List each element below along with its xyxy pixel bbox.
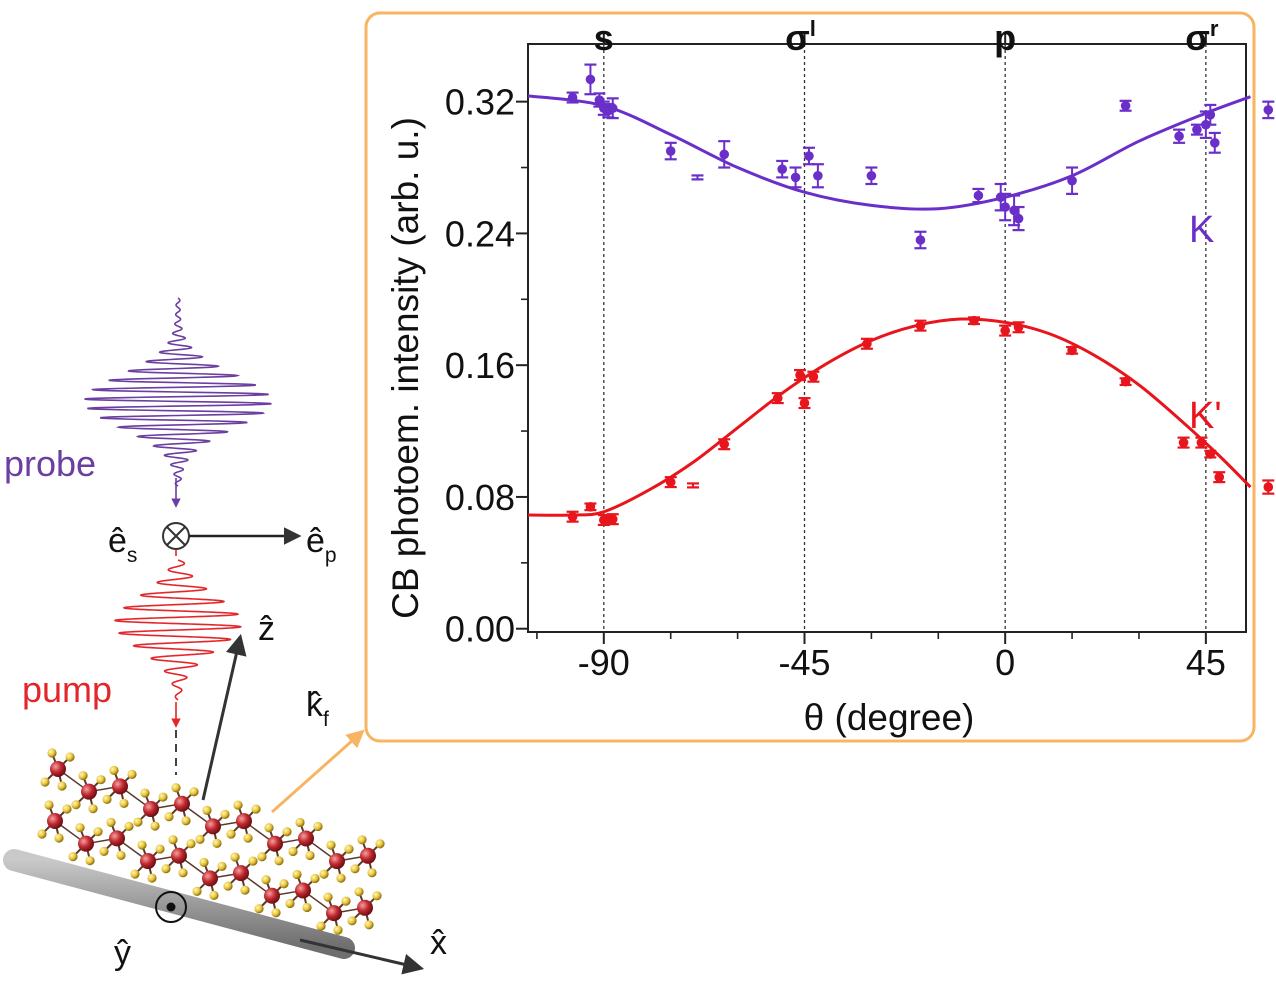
data-point-0-17 bbox=[999, 192, 1012, 222]
data-point-0-19 bbox=[1012, 205, 1025, 232]
schematic: probe pump ês êp ẑ k̂f x̂ ŷ bbox=[3, 297, 447, 975]
data-point-1-6 bbox=[687, 482, 700, 489]
fit-curve-1 bbox=[527, 317, 1252, 517]
data-point-1-7 bbox=[718, 438, 731, 451]
data-point-1-14 bbox=[967, 315, 980, 326]
polarization-label-1: σl bbox=[785, 16, 816, 58]
data-point-0-15 bbox=[972, 187, 985, 204]
es-label: ês bbox=[108, 522, 137, 567]
pump-pulse-waveform bbox=[114, 559, 243, 701]
y-axis-out-of-plane-symbol bbox=[155, 891, 187, 923]
series-label-K: K bbox=[1189, 209, 1214, 251]
data-point-1-0 bbox=[566, 510, 579, 523]
data-point-0-12 bbox=[811, 163, 824, 189]
data-point-0-27 bbox=[1262, 100, 1275, 120]
data-point-1-12 bbox=[860, 337, 873, 350]
data-point-1-21 bbox=[1204, 449, 1217, 459]
data-point-1-4 bbox=[606, 513, 619, 526]
x-tick-label-0: -90 bbox=[578, 642, 630, 683]
series-label-K-prime: K' bbox=[1189, 395, 1222, 437]
data-point-0-10 bbox=[789, 166, 802, 189]
x-tick-label-1: -45 bbox=[778, 642, 830, 683]
data-point-0-26 bbox=[1208, 131, 1221, 154]
y-tick-label-0: 0.00 bbox=[445, 609, 515, 650]
data-point-1-16 bbox=[1012, 321, 1025, 334]
data-point-1-23 bbox=[1262, 479, 1275, 495]
data-point-0-25 bbox=[1204, 103, 1217, 126]
data-point-0-6 bbox=[664, 141, 677, 161]
data-point-1-19 bbox=[1177, 436, 1190, 449]
polarization-guide-lines bbox=[603, 44, 1207, 632]
data-point-0-0 bbox=[566, 91, 579, 104]
data-point-0-7 bbox=[691, 174, 704, 181]
data-point-1-1 bbox=[584, 502, 597, 512]
data-point-0-13 bbox=[865, 166, 878, 186]
y-axis-label: CB photoem. intensity (arb. u.) bbox=[385, 117, 426, 619]
y-axis-ticks: 0.00 0.08 0.16 0.24 0.32 bbox=[445, 82, 528, 650]
data-point-0-9 bbox=[776, 159, 789, 179]
y-tick-label-2: 0.16 bbox=[445, 345, 515, 386]
pump-label: pump bbox=[22, 669, 112, 710]
data-point-1-11 bbox=[807, 370, 820, 383]
probe-label: probe bbox=[4, 443, 96, 484]
plot-area-frame bbox=[527, 43, 1247, 633]
data-point-0-14 bbox=[914, 230, 927, 250]
lattice-layer-0 bbox=[40, 748, 385, 883]
inset-pointer-arrow bbox=[271, 729, 365, 814]
data-point-1-13 bbox=[914, 319, 927, 332]
data-point-0-8 bbox=[718, 140, 731, 169]
ep-label: êp bbox=[306, 522, 337, 567]
data-point-0-5 bbox=[606, 97, 619, 120]
x-axis-arrow bbox=[299, 938, 425, 975]
y-tick-label-4: 0.32 bbox=[445, 82, 515, 123]
data-point-1-9 bbox=[794, 369, 807, 382]
y-tick-label-3: 0.24 bbox=[445, 213, 515, 254]
data-point-1-5 bbox=[664, 476, 677, 489]
data-point-0-1 bbox=[584, 63, 597, 96]
polarization-label-0: s bbox=[594, 17, 614, 58]
y-axis-label-schematic: ŷ bbox=[114, 934, 131, 972]
data-point-1-17 bbox=[1066, 345, 1079, 356]
x-axis-label-schematic: x̂ bbox=[430, 924, 447, 962]
data-point-1-8 bbox=[771, 392, 784, 405]
es-cross-line-2 bbox=[166, 526, 186, 546]
fit-curves bbox=[527, 94, 1252, 517]
x-axis-label: θ (degree) bbox=[804, 697, 975, 738]
x-tick-label-2: 0 bbox=[995, 642, 1015, 683]
polarization-label-2: p bbox=[994, 17, 1016, 58]
tmd-bilayer-lattice bbox=[37, 748, 385, 935]
fit-curve-0 bbox=[527, 94, 1251, 211]
data-point-1-15 bbox=[999, 324, 1012, 337]
z-axis-label: ẑ bbox=[258, 610, 275, 648]
data-point-0-23 bbox=[1190, 123, 1203, 136]
data-point-0-22 bbox=[1173, 128, 1186, 144]
data-point-1-22 bbox=[1213, 471, 1226, 484]
data-points bbox=[566, 63, 1275, 527]
lattice-layer-1 bbox=[37, 800, 382, 935]
data-point-1-18 bbox=[1119, 376, 1132, 387]
data-point-1-10 bbox=[798, 397, 811, 410]
data-point-0-21 bbox=[1119, 99, 1132, 112]
x-tick-label-3: 45 bbox=[1186, 642, 1226, 683]
y-axis-dot bbox=[166, 902, 176, 912]
data-point-1-20 bbox=[1195, 436, 1208, 449]
polarization-labels: s σl p σr bbox=[594, 16, 1219, 58]
kf-label: k̂f bbox=[306, 686, 329, 731]
z-axis-arrow bbox=[201, 633, 247, 801]
y-tick-label-1: 0.08 bbox=[445, 477, 515, 518]
probe-pulse-waveform bbox=[84, 297, 272, 487]
polarization-label-3: σr bbox=[1185, 16, 1219, 58]
inset-frame bbox=[364, 11, 1256, 743]
chart-plot: -90 -45 0 45 0.00 0.08 0.16 0.24 0.32 s σl p σr θ … bbox=[385, 16, 1275, 738]
substrate-bar bbox=[3, 849, 355, 959]
data-point-0-20 bbox=[1066, 166, 1079, 195]
data-point-0-11 bbox=[802, 146, 815, 166]
x-axis-ticks: -90 -45 0 45 bbox=[536, 34, 1226, 683]
